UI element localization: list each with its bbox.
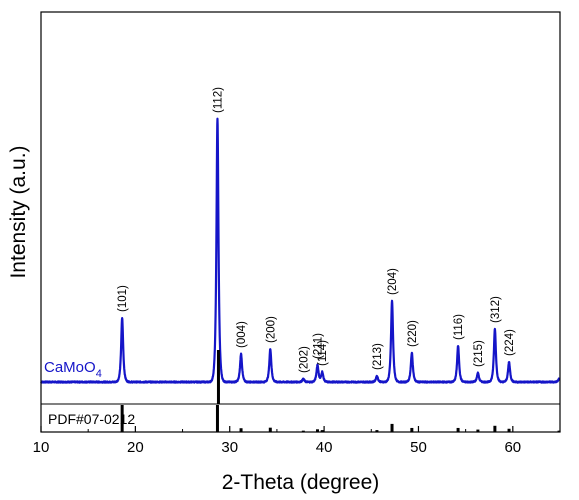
x-tick-label: 30	[221, 439, 238, 456]
x-axis-title: 2-Theta (degree)	[222, 471, 380, 494]
peak-label: (112)	[212, 87, 224, 113]
peak-label: (202)	[298, 346, 310, 373]
y-axis-title: Intensity (a.u.)	[7, 145, 30, 278]
series-line	[40, 117, 561, 384]
peak-label: (114)	[317, 340, 329, 366]
x-tick-label: 40	[316, 439, 333, 456]
peak-label: (004)	[236, 321, 248, 348]
x-tick-label: 10	[33, 439, 50, 456]
x-axis-ticks: 10 20 30 40 50 60	[33, 426, 521, 456]
series-name-text: CaMoO	[44, 359, 96, 376]
x-tick-label: 50	[410, 439, 427, 456]
peak-labels: (101) (112) (004) (200) (202)(211)(114) (213)…	[117, 87, 516, 373]
peak-label: (116)	[453, 314, 465, 340]
peak-label: (101)	[117, 285, 129, 312]
series-layer	[40, 117, 561, 384]
x-tick-label: 60	[504, 439, 521, 456]
reference-label: PDF#07-0212	[48, 411, 135, 427]
peak-label: (200)	[265, 316, 277, 343]
peak-label: (312)	[490, 296, 502, 323]
peak-label: (215)	[473, 340, 485, 367]
peak-label: (211)	[312, 333, 324, 359]
peak-label: (224)	[504, 329, 516, 356]
peak-label: (204)	[387, 268, 399, 295]
series-name-subscript: 4	[96, 368, 102, 380]
peak-label: (213)	[372, 343, 384, 370]
x-tick-label: 20	[127, 439, 144, 456]
plot-frame	[40, 11, 561, 433]
series-label: CaMoO4	[44, 359, 102, 380]
peak-label: (220)	[407, 320, 419, 347]
